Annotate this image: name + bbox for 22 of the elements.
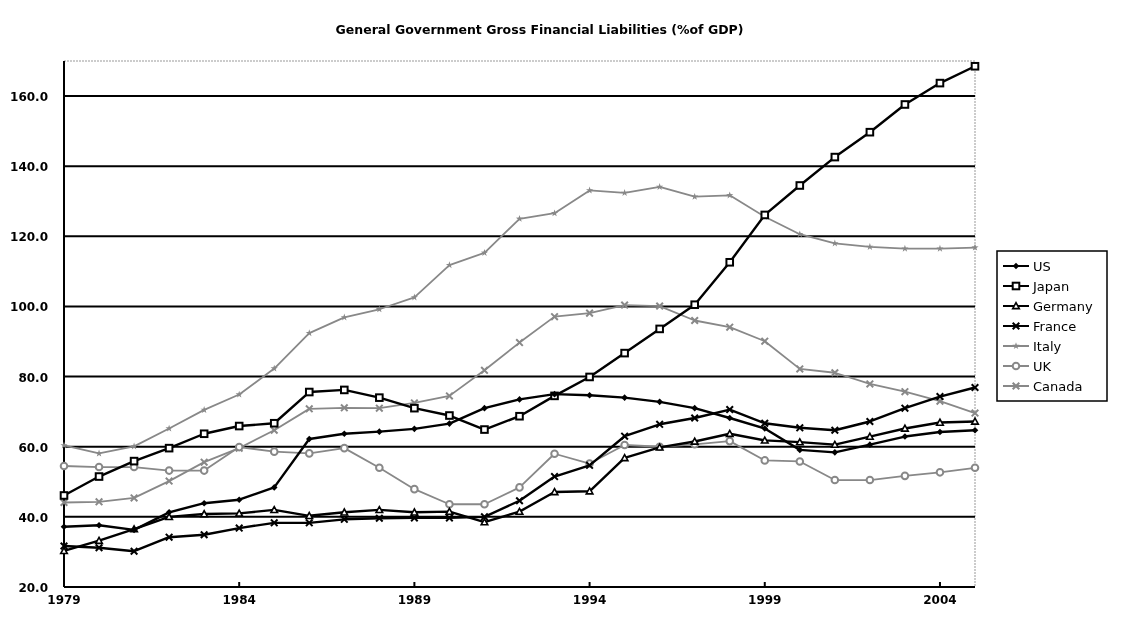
x-tick-label: 1994 xyxy=(572,593,607,607)
x-tick-label: 1984 xyxy=(222,593,256,607)
legend-label: France xyxy=(1033,319,1077,334)
y-tick-label: 160.0 xyxy=(10,90,48,105)
x-tick-label: 2004 xyxy=(923,593,957,607)
y-tick-label: 80.0 xyxy=(18,370,48,385)
y-tick-label: 120.0 xyxy=(10,230,48,245)
legend-label: Canada xyxy=(1033,379,1083,394)
y-tick-label: 100.0 xyxy=(10,300,48,315)
legend-label: Japan xyxy=(1032,279,1070,294)
x-tick-label: 1979 xyxy=(47,593,81,607)
legend-label: UK xyxy=(1033,359,1052,374)
y-tick-label: 60.0 xyxy=(18,440,48,455)
x-tick-label: 1989 xyxy=(397,593,432,607)
legend-label: US xyxy=(1033,259,1051,274)
chart-title: General Government Gross Financial Liabilities (%of GDP) xyxy=(335,22,744,37)
x-tick-label: 1999 xyxy=(748,593,782,607)
legend-label: Italy xyxy=(1033,339,1062,354)
y-tick-label: 20.0 xyxy=(18,581,48,595)
legend-label: Germany xyxy=(1033,299,1094,314)
y-tick-label: 140.0 xyxy=(10,160,48,175)
y-tick-label: 40.0 xyxy=(18,510,48,525)
